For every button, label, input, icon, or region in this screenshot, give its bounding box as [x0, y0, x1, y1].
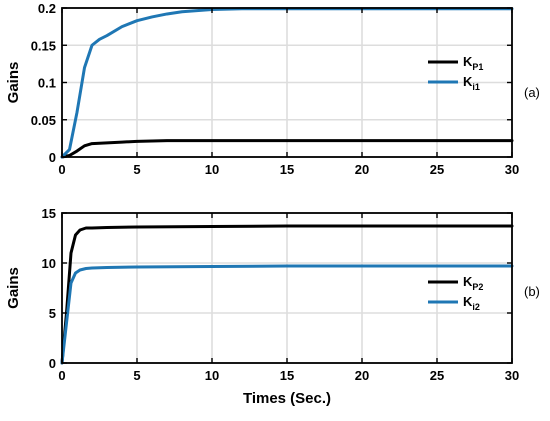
legend-entry-label: KP1: [463, 54, 483, 72]
legend-entry-label: KP2: [463, 274, 483, 292]
x-tick-label: 25: [430, 162, 444, 177]
y-tick-label: 0.15: [31, 38, 56, 53]
x-axis-label: Times (Sec.): [243, 390, 331, 407]
y-axis-label: Gains: [5, 267, 22, 309]
x-tick-label: 0: [58, 162, 65, 177]
x-tick-label: 0: [58, 368, 65, 383]
y-tick-label: 0.1: [38, 76, 56, 91]
y-tick-label: 0: [49, 356, 56, 371]
x-tick-label: 5: [133, 162, 140, 177]
x-tick-label: 25: [430, 368, 444, 383]
y-tick-label: 0.05: [31, 113, 56, 128]
y-tick-label: 0.2: [38, 1, 56, 16]
y-axis-label: Gains: [5, 62, 22, 104]
legend-entry-label: Ki2: [463, 294, 480, 312]
panel-label: (a): [524, 85, 540, 100]
x-tick-label: 10: [205, 162, 219, 177]
x-tick-label: 15: [280, 162, 294, 177]
x-tick-label: 20: [355, 368, 369, 383]
x-tick-label: 15: [280, 368, 294, 383]
x-tick-label: 30: [505, 162, 519, 177]
y-tick-label: 15: [42, 206, 56, 221]
panel-label: (b): [524, 284, 540, 299]
legend-entry-label: Ki1: [463, 74, 480, 92]
x-tick-label: 5: [133, 368, 140, 383]
chart-panel-2: 0 5 10 15 20 25 30 0 5 10 15 Gains Times (Sec.) KP2 Ki…: [5, 206, 540, 407]
series-line-k-p1: [60, 139, 514, 159]
chart-panel-1: 0 5 10 15 20 25 30 0 0.05 0.1 0.15 0.2 Gains KP1 Ki1 (a…: [5, 1, 540, 177]
y-tick-label: 10: [42, 256, 56, 271]
series-line-k-p2: [60, 224, 514, 365]
y-tick-label: 5: [49, 306, 56, 321]
series-line-k-i2: [60, 264, 514, 365]
x-tick-label: 30: [505, 368, 519, 383]
x-tick-label: 10: [205, 368, 219, 383]
y-tick-label: 0: [49, 150, 56, 165]
x-tick-label: 20: [355, 162, 369, 177]
